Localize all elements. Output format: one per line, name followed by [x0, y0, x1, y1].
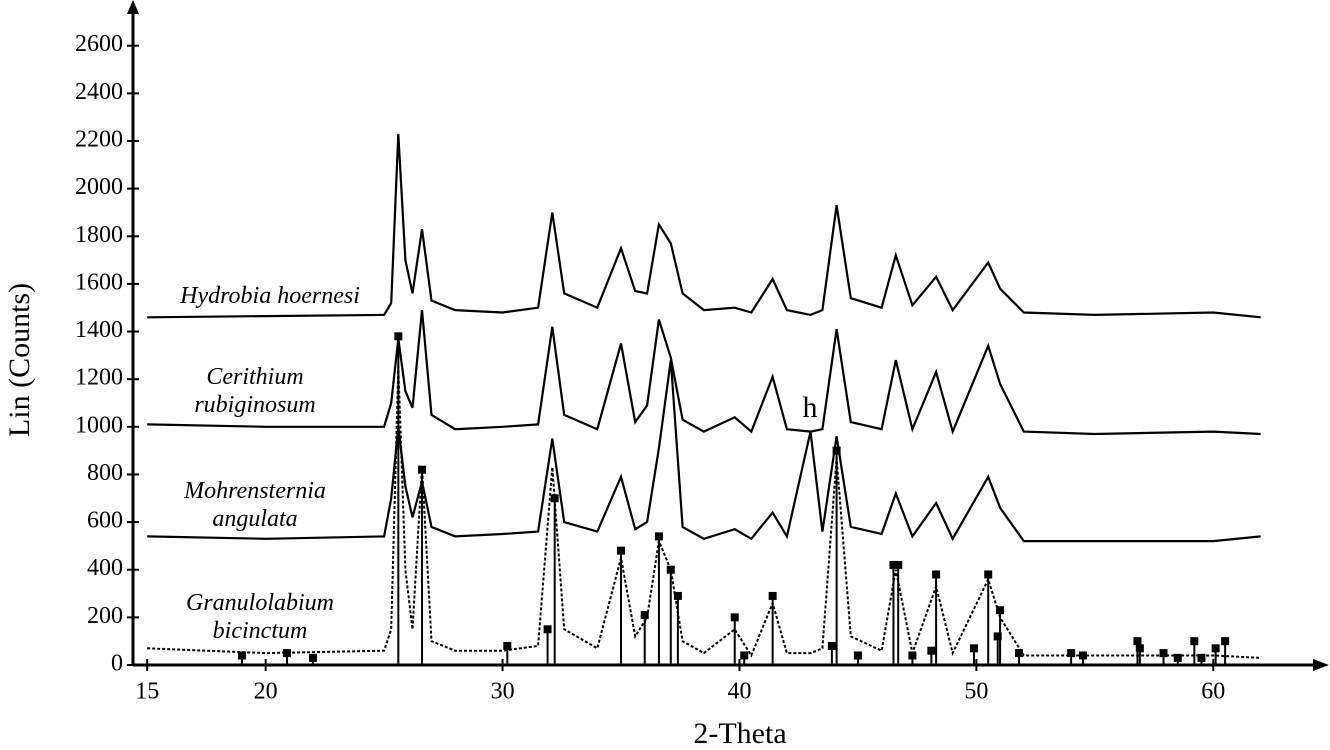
y-tick-label: 200	[87, 603, 123, 629]
reference-stick	[1135, 644, 1144, 665]
reference-stick	[894, 560, 903, 665]
y-tick-label: 0	[111, 651, 123, 677]
y-tick-label: 2400	[75, 79, 123, 105]
y-tick-label: 2200	[75, 127, 123, 153]
series-label: Hydrobia hoernesi	[180, 283, 360, 309]
series-label: Mohrensternia angulata	[184, 478, 326, 532]
reference-stick	[1067, 649, 1076, 665]
x-tick-label: 40	[727, 679, 751, 705]
x-tick-label: 50	[964, 679, 988, 705]
reference-stick	[543, 625, 552, 665]
x-tick-label: 30	[491, 679, 515, 705]
series-label: Granulolabium bicinctum	[185, 590, 334, 644]
reference-stick	[740, 651, 749, 665]
y-tick-label: 1600	[75, 269, 123, 295]
y-tick-label: 1800	[75, 222, 123, 248]
reference-stick	[827, 641, 836, 665]
reference-stick	[1159, 649, 1168, 665]
y-tick-label: 1400	[75, 317, 123, 343]
series-line	[147, 367, 1261, 659]
x-tick-label: 20	[254, 679, 278, 705]
x-axis-label: 2-Theta	[693, 717, 786, 750]
reference-stick	[654, 532, 663, 665]
series-line	[147, 359, 1261, 543]
reference-stick	[853, 651, 862, 665]
reference-stick	[832, 446, 841, 665]
y-tick-label: 400	[87, 555, 123, 581]
reference-stick	[418, 465, 427, 665]
reference-stick	[993, 632, 1002, 665]
reference-stick	[1173, 653, 1182, 665]
y-tick-label: 2000	[75, 174, 123, 200]
y-tick-label: 2600	[75, 31, 123, 57]
reference-stick	[984, 570, 993, 665]
reference-stick	[889, 560, 898, 665]
reference-stick	[1211, 644, 1220, 665]
reference-stick	[617, 546, 626, 665]
y-axis-arrow	[127, 0, 139, 14]
reference-stick	[503, 641, 512, 665]
y-tick-label: 600	[87, 508, 123, 534]
reference-stick	[1197, 653, 1206, 665]
y-tick-label: 800	[87, 460, 123, 486]
reference-stick	[1221, 637, 1230, 665]
x-tick-label: 60	[1201, 679, 1225, 705]
y-tick-label: 1200	[75, 365, 123, 391]
x-axis-arrow	[1313, 659, 1329, 671]
reference-stick	[996, 606, 1005, 665]
annotation: h	[803, 391, 818, 424]
reference-stick	[282, 649, 291, 665]
reference-stick	[640, 610, 649, 665]
reference-stick	[309, 653, 318, 665]
series-line	[147, 309, 1261, 436]
reference-stick	[927, 646, 936, 665]
series-label: Cerithium rubiginosum	[194, 364, 316, 418]
reference-stick	[730, 613, 739, 665]
reference-stick	[666, 565, 675, 665]
reference-stick	[1078, 651, 1087, 665]
reference-stick	[1190, 637, 1199, 665]
y-tick-label: 1000	[75, 412, 123, 438]
reference-stick	[768, 591, 777, 665]
reference-stick	[237, 651, 246, 665]
series-line	[147, 133, 1261, 319]
x-tick-label: 15	[135, 679, 159, 705]
y-axis-label: Lin (Counts)	[3, 283, 36, 437]
reference-stick	[1015, 649, 1024, 665]
reference-stick	[550, 494, 559, 665]
reference-stick	[970, 644, 979, 665]
